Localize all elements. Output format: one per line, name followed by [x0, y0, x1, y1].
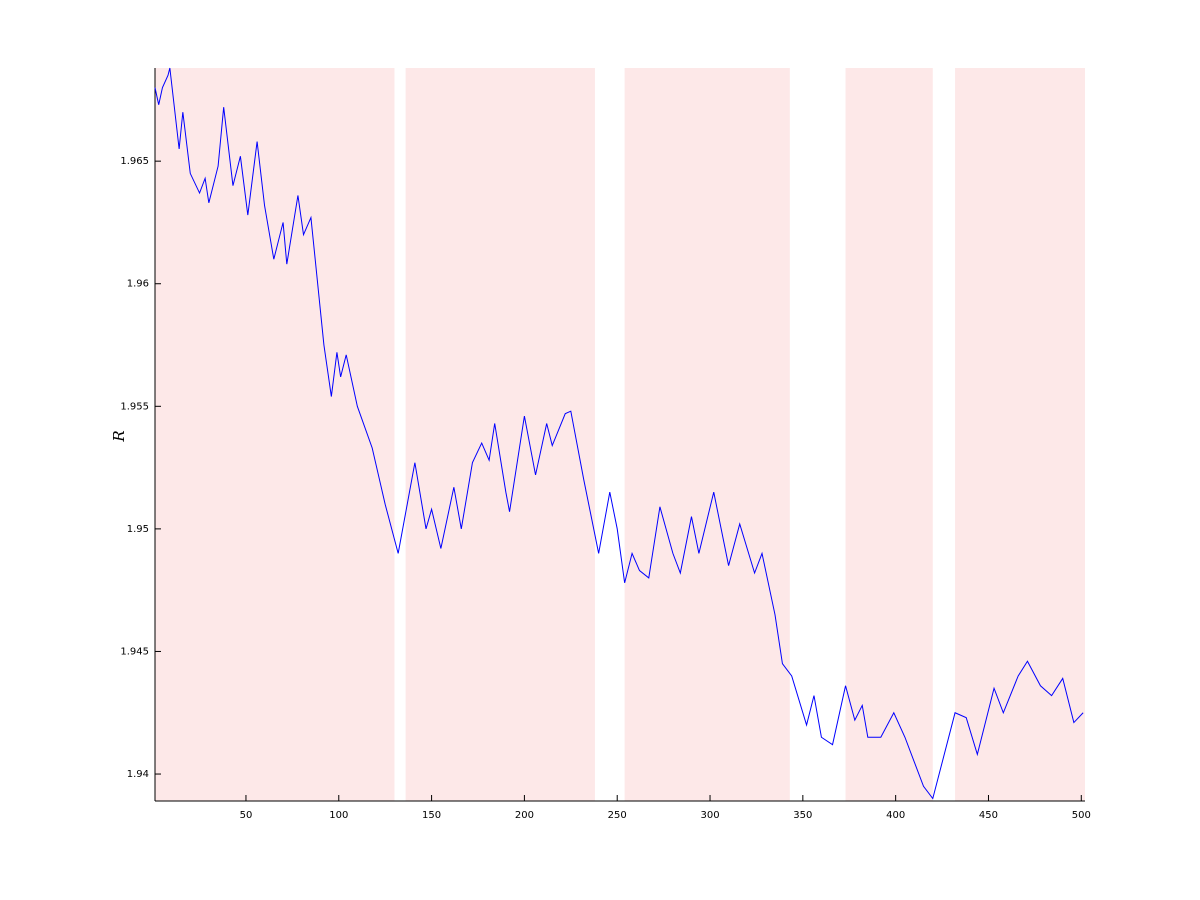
x-tick-label: 100	[329, 810, 348, 821]
x-tick-label: 250	[608, 810, 627, 821]
y-axis-label: R	[110, 430, 128, 442]
y-tick-label: 1.96	[127, 279, 149, 290]
x-tick-label: 300	[700, 810, 719, 821]
y-tick-label: 1.965	[120, 156, 149, 167]
x-tick-label: 450	[979, 810, 998, 821]
y-tick-label: 1.945	[120, 646, 149, 657]
y-tick-label: 1.95	[127, 524, 149, 535]
x-tick-label: 400	[886, 810, 905, 821]
shaded-region	[155, 68, 395, 801]
x-tick-label: 50	[240, 810, 253, 821]
shaded-region	[845, 68, 933, 801]
x-tick-label: 500	[1072, 810, 1091, 821]
x-tick-label: 350	[793, 810, 812, 821]
shaded-region	[955, 68, 1085, 801]
shaded-region	[405, 68, 595, 801]
x-tick-label: 200	[515, 810, 534, 821]
x-tick-label: 150	[422, 810, 441, 821]
y-tick-label: 1.955	[120, 401, 149, 412]
data-line	[154, 67, 1084, 800]
shaded-region	[624, 68, 790, 801]
y-tick-label: 1.94	[127, 769, 149, 780]
